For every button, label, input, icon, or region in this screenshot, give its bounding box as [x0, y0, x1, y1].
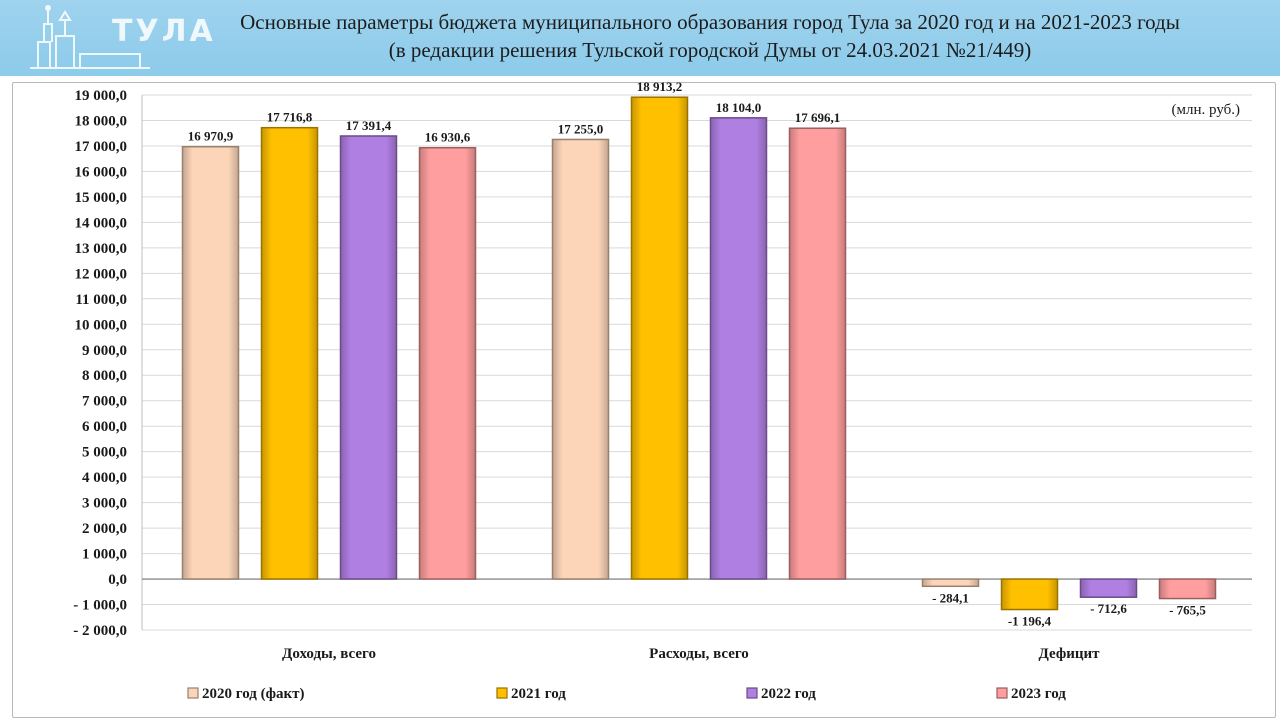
y-tick-label: 10 000,0: [75, 317, 128, 333]
legend-label: 2023 год: [1011, 686, 1066, 702]
y-tick-label: 0,0: [108, 572, 127, 588]
y-tick-label: 9 000,0: [82, 343, 127, 359]
bar: [551, 138, 610, 580]
y-tick-label: 5 000,0: [82, 445, 127, 461]
data-label: -1 196,4: [1008, 614, 1052, 629]
y-tick-label: 16 000,0: [75, 164, 128, 180]
data-label: - 284,1: [932, 590, 969, 605]
logo-text: ТУЛА: [112, 14, 216, 49]
data-label: - 712,6: [1090, 601, 1127, 616]
bar: [1000, 578, 1059, 611]
data-label: 17 255,0: [558, 121, 604, 136]
legend-label: 2022 год: [761, 686, 816, 702]
y-tick-label: 6 000,0: [82, 419, 127, 435]
y-tick-label: 17 000,0: [75, 139, 128, 155]
header-banner: ТУЛА Основные параметры бюджета муниципа…: [0, 0, 1280, 76]
y-tick-label: 11 000,0: [75, 292, 127, 308]
y-tick-label: - 1 000,0: [73, 598, 127, 614]
y-tick-label: 19 000,0: [75, 88, 128, 104]
title-line-2: (в редакции решения Тульской городской Д…: [388, 38, 1032, 62]
bar: [709, 117, 768, 580]
y-tick-label: 14 000,0: [75, 215, 128, 231]
legend-swatch: [187, 687, 199, 699]
y-tick-label: 18 000,0: [75, 113, 128, 129]
data-label: 17 696,1: [795, 110, 841, 125]
y-tick-label: - 2 000,0: [73, 623, 127, 639]
y-tick-label: 12 000,0: [75, 266, 128, 282]
category-label: Расходы, всего: [649, 646, 749, 662]
y-tick-label: 15 000,0: [75, 190, 128, 206]
unit-label: (млн. руб.): [1172, 102, 1240, 118]
tula-kremlin-logo-icon: [30, 5, 150, 69]
y-tick-label: 1 000,0: [82, 547, 127, 563]
y-tick-label: 4 000,0: [82, 470, 127, 486]
y-tick-label: 8 000,0: [82, 368, 127, 384]
y-tick-label: 2 000,0: [82, 521, 127, 537]
legend-label: 2021 год: [511, 686, 566, 702]
category-label: Доходы, всего: [282, 646, 376, 662]
data-label: 18 104,0: [716, 100, 762, 115]
bar: [1079, 578, 1138, 598]
bar: [788, 127, 847, 580]
y-tick-label: 3 000,0: [82, 496, 127, 512]
y-tick-label: 13 000,0: [75, 241, 128, 257]
data-label: 16 930,6: [425, 130, 471, 145]
data-label: - 765,5: [1169, 603, 1206, 618]
legend-label: 2020 год (факт): [202, 686, 304, 702]
bar: [339, 135, 398, 580]
legend-swatch: [996, 687, 1008, 699]
bar: [260, 126, 319, 580]
bar: [418, 146, 477, 580]
chart-title: Основные параметры бюджета муниципальног…: [150, 8, 1270, 64]
data-label: 16 970,9: [188, 129, 234, 144]
chart-frame: [12, 82, 1276, 718]
data-label: 18 913,2: [637, 79, 683, 94]
legend-swatch: [746, 687, 758, 699]
data-label: 17 391,4: [346, 118, 392, 133]
title-line-1: Основные параметры бюджета муниципальног…: [240, 10, 1180, 34]
category-label: Дефицит: [1038, 646, 1100, 662]
bar: [630, 96, 689, 580]
legend-swatch: [496, 687, 508, 699]
bar: [1158, 578, 1217, 600]
bar: [921, 578, 980, 588]
data-label: 17 716,8: [267, 110, 313, 125]
bar: [181, 145, 240, 580]
y-tick-label: 7 000,0: [82, 394, 127, 410]
